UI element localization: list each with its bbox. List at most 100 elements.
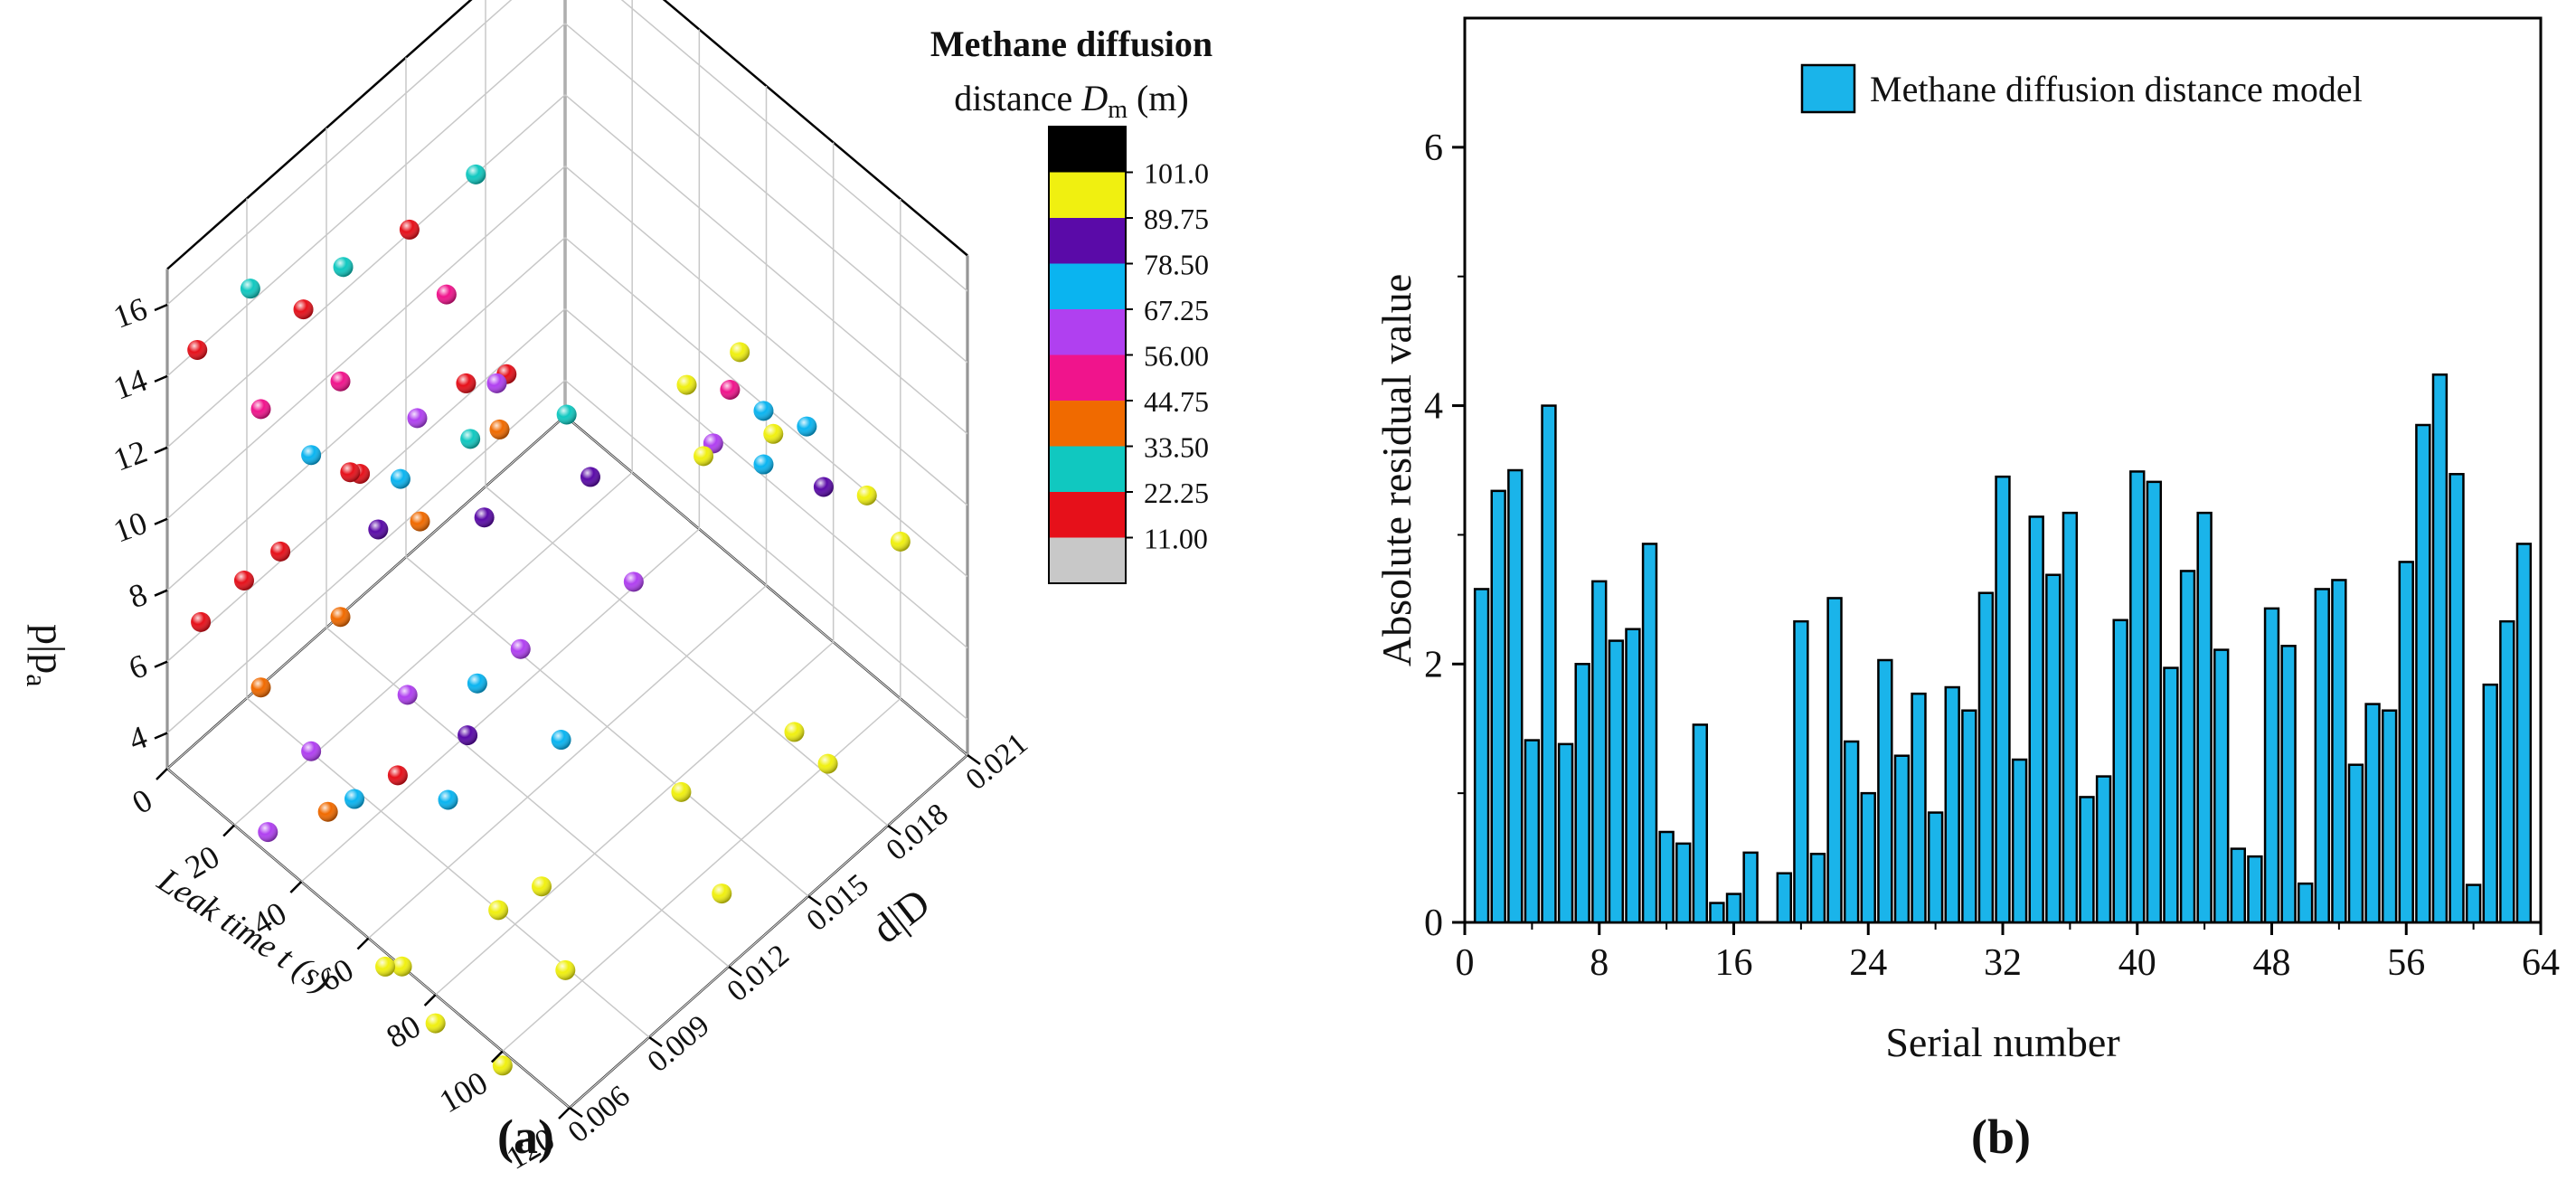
data-point <box>333 257 354 278</box>
panel-b-label: (b) <box>1971 1110 2031 1164</box>
point-highlight <box>258 822 278 843</box>
point-highlight <box>387 765 408 786</box>
data-point <box>890 531 911 552</box>
gridline <box>166 94 566 449</box>
bar <box>1860 791 1876 924</box>
data-point <box>623 572 644 592</box>
legend-swatch <box>1049 263 1126 309</box>
bar <box>1591 580 1608 924</box>
bar <box>1574 663 1590 924</box>
bar <box>1911 692 1927 924</box>
bar <box>2045 573 2062 924</box>
y-tick-label: 0.012 <box>721 939 795 1009</box>
bar <box>2163 666 2179 924</box>
gridline <box>564 415 968 756</box>
y-tick-label: 0.006 <box>561 1080 636 1150</box>
bar <box>1675 842 1692 924</box>
data-point <box>556 404 577 425</box>
gridline <box>166 165 566 520</box>
z-tick-label: 14 <box>109 362 152 407</box>
legend-label: Methane diffusion distance model <box>1870 69 2363 109</box>
x-tick-label: 16 <box>1715 942 1753 984</box>
y-tick <box>807 894 822 907</box>
point-highlight <box>399 219 420 240</box>
data-point <box>301 741 322 761</box>
bar <box>1944 685 1960 924</box>
y-tick-label: 0 <box>1424 902 1443 944</box>
bars <box>1473 373 2533 924</box>
data-point <box>270 541 291 562</box>
scatter-points <box>187 164 911 1076</box>
legend-title-line2: distance Dm (m) <box>954 78 1189 124</box>
bar <box>2515 543 2533 924</box>
point-highlight <box>233 570 254 590</box>
gridline <box>166 0 513 306</box>
legend-swatch <box>1049 401 1126 447</box>
z-tick-label: 16 <box>109 290 152 335</box>
bar <box>2298 882 2314 924</box>
data-point <box>387 765 408 786</box>
bar <box>2213 648 2230 924</box>
bar <box>2095 775 2112 924</box>
gridline <box>166 308 566 663</box>
data-point <box>555 959 576 980</box>
point-highlight <box>797 416 817 437</box>
gridline <box>166 415 566 770</box>
bar <box>1725 893 1742 924</box>
point-highlight <box>317 801 338 822</box>
legend-swatch <box>1049 127 1126 173</box>
bar <box>2499 619 2515 924</box>
point-highlight <box>240 279 260 299</box>
point-highlight <box>467 673 487 694</box>
legend-tick-label: 33.50 <box>1144 431 1209 464</box>
gridline <box>233 471 633 827</box>
point-highlight <box>340 462 361 483</box>
y-axis-label: Absolute residual value <box>1373 274 1420 666</box>
point-highlight <box>410 511 430 532</box>
point-highlight <box>270 541 291 562</box>
z-tick-label: 6 <box>124 647 152 687</box>
gridline <box>368 584 767 940</box>
gridline <box>564 23 968 364</box>
point-highlight <box>474 507 495 528</box>
z-tick <box>154 446 168 454</box>
y-axis-label: d|D <box>863 879 939 951</box>
point-highlight <box>856 485 877 505</box>
y-tick <box>648 1035 663 1048</box>
data-point <box>676 374 697 395</box>
z-tick-label: 10 <box>109 505 152 550</box>
bar <box>1776 872 1792 924</box>
gridline <box>564 308 968 649</box>
point-highlight <box>676 374 697 395</box>
data-point <box>330 371 351 392</box>
z-tick <box>154 517 168 525</box>
bar <box>2179 570 2196 924</box>
point-highlight <box>436 284 457 305</box>
data-point <box>187 339 208 360</box>
bar <box>2028 515 2044 924</box>
bar <box>1709 902 1725 924</box>
bar <box>2129 470 2146 924</box>
bar <box>1843 740 1860 924</box>
bar <box>1641 543 1658 924</box>
bar <box>2398 561 2414 924</box>
bar <box>1977 591 1995 924</box>
point-highlight <box>532 876 552 897</box>
x-tick-label: 32 <box>1984 942 2022 984</box>
bar <box>1893 754 1911 924</box>
data-point <box>532 876 552 897</box>
data-point <box>492 1055 513 1076</box>
bar <box>1961 709 1977 924</box>
x-tick-label: 8 <box>1590 942 1609 984</box>
legend-tick-label: 89.75 <box>1144 203 1209 235</box>
point-highlight <box>375 956 396 977</box>
x-tick-label: 64 <box>2522 942 2560 984</box>
data-point <box>486 373 507 393</box>
legend-swatch <box>1049 309 1126 355</box>
data-point <box>474 507 495 528</box>
x-tick-label: 40 <box>2118 942 2156 984</box>
bar <box>1490 489 1506 924</box>
data-point <box>368 519 389 540</box>
data-point <box>551 730 571 751</box>
